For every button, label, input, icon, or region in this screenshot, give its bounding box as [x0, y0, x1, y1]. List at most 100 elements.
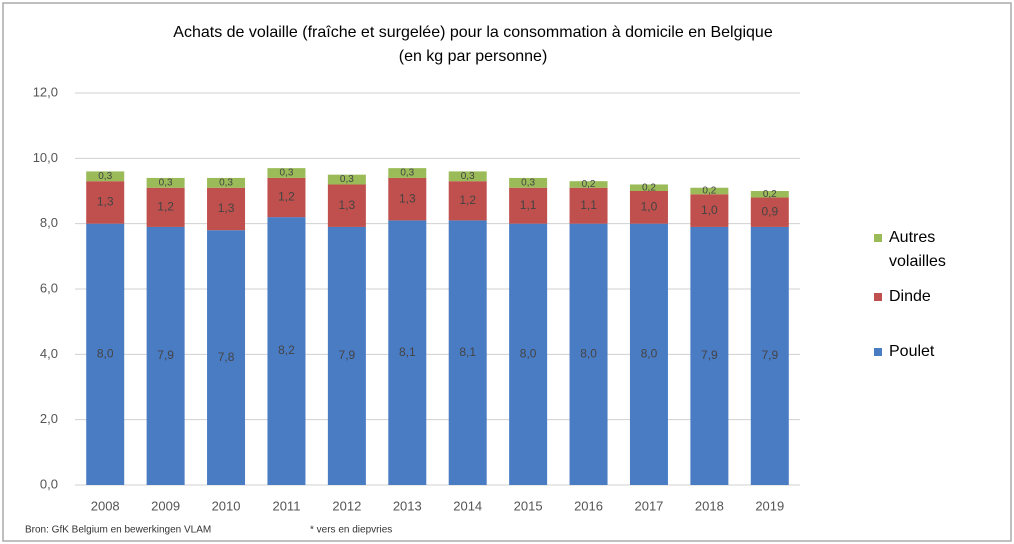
legend-item: Dinde	[874, 285, 984, 309]
bar-segment	[86, 223, 125, 485]
bar-segment	[327, 226, 366, 485]
data-label: 0,3	[98, 171, 112, 182]
bar-segment	[146, 226, 185, 485]
note: * vers en diepvries	[310, 525, 392, 536]
data-label: 0,3	[400, 168, 414, 179]
data-label: 0,3	[159, 177, 173, 188]
y-tick-label: 10,0	[33, 150, 58, 165]
bar-segment	[750, 197, 789, 227]
bar-segment	[86, 181, 125, 224]
bar-segment	[146, 187, 185, 227]
x-tick-label: 2015	[514, 498, 543, 513]
y-tick-label: 8,0	[40, 215, 58, 230]
y-tick-label: 12,0	[33, 84, 58, 99]
bar-segment	[690, 226, 729, 485]
data-label: 1,3	[339, 198, 356, 212]
data-label: 8,1	[399, 345, 416, 359]
bar-segment	[690, 194, 729, 227]
legend-item: Autres volailles	[874, 226, 984, 274]
x-tick-label: 2013	[393, 498, 422, 513]
data-label: 7,9	[157, 348, 174, 362]
bar-segment	[750, 191, 789, 198]
data-label: 0,3	[219, 177, 233, 188]
bar-segment	[448, 220, 487, 485]
bar-segment	[509, 177, 548, 188]
legend-swatch	[874, 348, 882, 356]
legend-item: Poulet	[874, 340, 984, 364]
bar-segment	[388, 177, 427, 221]
data-label: 8,2	[278, 343, 295, 357]
bar-segment	[629, 184, 668, 191]
chart-subtitle: (en kg par personne)	[399, 48, 548, 65]
data-label: 0,9	[761, 204, 778, 218]
bar-segment	[388, 220, 427, 485]
x-tick-label: 2017	[634, 498, 663, 513]
data-label: 8,0	[580, 347, 597, 361]
bar-segment	[569, 223, 608, 485]
data-label: 1,1	[580, 198, 597, 212]
data-label: 0,2	[763, 189, 777, 200]
bar-segment	[207, 187, 246, 231]
x-tick-label: 2018	[695, 498, 724, 513]
data-label: 0,3	[280, 168, 294, 179]
legend-label: Autres volailles	[889, 229, 946, 270]
x-tick-label: 2019	[755, 498, 784, 513]
data-label: 1,3	[218, 201, 235, 215]
bar-segment	[750, 226, 789, 485]
data-label: 7,9	[701, 348, 718, 362]
bar-segment	[267, 177, 306, 218]
data-label: 7,9	[761, 348, 778, 362]
data-label: 0,2	[702, 186, 716, 197]
bar-segment	[327, 174, 366, 185]
bar-segment	[448, 171, 487, 182]
bar-segment	[267, 217, 306, 485]
data-label: 0,3	[461, 171, 475, 182]
bar-segment	[86, 171, 125, 182]
data-label: 1,0	[641, 200, 658, 214]
x-tick-label: 2010	[212, 498, 241, 513]
data-label: 8,0	[97, 347, 114, 361]
data-label: 7,8	[218, 350, 235, 364]
data-label: 1,1	[520, 198, 537, 212]
x-tick-label: 2016	[574, 498, 603, 513]
x-tick-label: 2009	[151, 498, 180, 513]
data-label: 1,3	[97, 195, 114, 209]
bar-segment	[207, 230, 246, 485]
bar-segment	[146, 177, 185, 188]
legend-label: Poulet	[889, 343, 935, 360]
bar-segment	[388, 168, 427, 178]
legend-label: Dinde	[889, 288, 931, 305]
data-label: 1,2	[459, 193, 476, 207]
y-tick-label: 2,0	[40, 411, 58, 426]
data-label: 1,3	[399, 191, 416, 205]
data-label: 0,3	[521, 177, 535, 188]
bar-segment	[569, 187, 608, 224]
bar-segment	[569, 181, 608, 188]
y-tick-label: 0,0	[40, 476, 58, 491]
bar-segment	[448, 181, 487, 221]
data-label: 7,9	[339, 348, 356, 362]
data-label: 1,2	[278, 190, 295, 204]
data-label: 0,2	[582, 179, 596, 190]
bar-segment	[629, 223, 668, 485]
bar-segment	[690, 187, 729, 195]
x-tick-label: 2011	[272, 498, 300, 513]
data-label: 1,0	[701, 203, 718, 217]
x-tick-label: 2014	[453, 498, 482, 513]
data-label: 8,0	[520, 347, 537, 361]
x-tick-label: 2012	[332, 498, 361, 513]
bar-segment	[327, 184, 366, 227]
legend-swatch	[874, 234, 882, 242]
bar-segment	[207, 177, 246, 188]
data-label: 8,0	[641, 347, 658, 361]
x-tick-label: 2008	[91, 498, 120, 513]
data-label: 0,3	[340, 174, 354, 185]
y-tick-label: 6,0	[40, 280, 58, 295]
data-label: 1,2	[157, 200, 174, 214]
chart-title: Achats de volaille (fraîche et surgelée)…	[173, 24, 773, 41]
bar-segment	[509, 223, 548, 485]
data-label: 8,1	[459, 345, 476, 359]
